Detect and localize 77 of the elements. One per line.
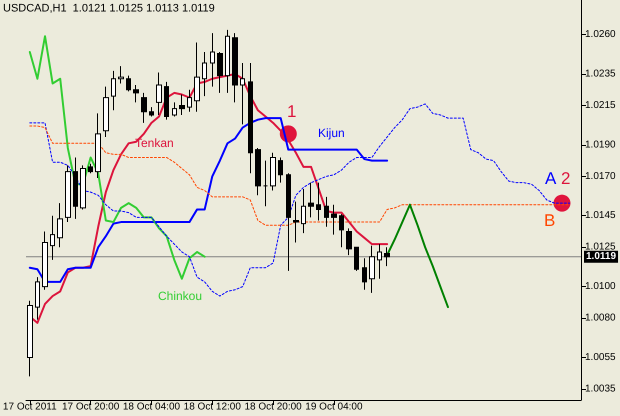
candlestick bbox=[172, 102, 177, 118]
candlestick bbox=[194, 42, 200, 112]
series-label: Tenkan bbox=[135, 136, 174, 150]
y-tick-label: 1.0055 bbox=[585, 352, 616, 363]
candlestick bbox=[331, 204, 337, 236]
candlestick bbox=[187, 89, 192, 112]
line-series bbox=[386, 204, 449, 308]
candlestick bbox=[240, 62, 245, 125]
y-tick-label: 1.0145 bbox=[585, 210, 616, 222]
candlestick bbox=[103, 86, 109, 138]
y-tick-label: 1.0190 bbox=[585, 139, 616, 150]
x-tick-label: 17 Oct 20:00 bbox=[62, 402, 120, 412]
series-label: A bbox=[545, 169, 557, 188]
candlestick bbox=[95, 112, 101, 178]
candlestick bbox=[263, 160, 268, 207]
y-tick-label: 1.0035 bbox=[585, 383, 616, 394]
candlestick bbox=[42, 230, 48, 290]
candlestick bbox=[133, 84, 139, 103]
y-tick-label: 1.0260 bbox=[585, 29, 616, 40]
candlestick bbox=[377, 244, 382, 280]
candlestick bbox=[149, 106, 154, 118]
series-label: Kijun bbox=[318, 126, 345, 140]
y-tick-label: 1.0100 bbox=[585, 281, 616, 292]
candlestick bbox=[65, 164, 71, 223]
x-tick-label: 18 Oct 20:00 bbox=[244, 402, 302, 412]
candlestick bbox=[164, 81, 169, 120]
candlestick bbox=[118, 66, 124, 84]
candlestick bbox=[35, 276, 40, 320]
candlestick bbox=[50, 215, 55, 260]
candlestick bbox=[202, 51, 207, 97]
candlestick bbox=[88, 163, 93, 174]
x-tick-label: 18 Oct 04:00 bbox=[122, 402, 181, 412]
candlestick bbox=[286, 172, 291, 272]
candlestick bbox=[316, 182, 321, 221]
candlestick bbox=[308, 182, 314, 218]
x-tick-label: 17 Oct 2011 bbox=[2, 402, 58, 412]
candlestick bbox=[362, 258, 367, 290]
y-tick-label: 1.0170 bbox=[585, 170, 616, 182]
candlestick bbox=[73, 156, 78, 220]
y-tick-label: 1.0080 bbox=[585, 312, 616, 324]
candlestick bbox=[248, 62, 253, 174]
y-tick-label: 1.0125 bbox=[585, 242, 616, 253]
candlestick bbox=[126, 75, 131, 92]
candlestick bbox=[346, 228, 352, 256]
candlestick bbox=[293, 201, 299, 244]
y-tick-label: 1.0235 bbox=[585, 68, 616, 80]
annotation: 1 bbox=[287, 102, 296, 121]
series-label: B bbox=[544, 211, 556, 230]
candlestick bbox=[255, 148, 261, 196]
candlestick bbox=[217, 51, 223, 94]
candlestick bbox=[111, 70, 116, 111]
ref-line-label: 1.0119 bbox=[586, 251, 616, 262]
chart-title: USDCAD,H1 1.0121 1.0125 1.0113 1.0119 bbox=[3, 2, 215, 14]
line-series bbox=[29, 125, 570, 226]
candlestick bbox=[57, 202, 63, 248]
x-tick-label: 19 Oct 04:00 bbox=[305, 402, 363, 412]
candlestick bbox=[27, 300, 33, 377]
candlestick bbox=[232, 32, 238, 103]
candlestick bbox=[80, 164, 86, 210]
candlestick bbox=[339, 214, 344, 248]
y-tick-label: 1.0215 bbox=[585, 100, 616, 112]
candlestick bbox=[384, 246, 390, 267]
candlestick bbox=[225, 29, 230, 94]
series-label: Chinkou bbox=[158, 289, 202, 303]
candlestick bbox=[369, 245, 375, 294]
candlestick bbox=[270, 152, 276, 192]
annotation: 2 bbox=[561, 169, 570, 188]
candlestick bbox=[141, 92, 147, 124]
candlestick bbox=[210, 32, 215, 88]
x-tick-label: 18 Oct 12:00 bbox=[184, 402, 242, 412]
line-series bbox=[28, 35, 206, 280]
candlestick bbox=[324, 196, 329, 228]
candlestick bbox=[301, 188, 306, 234]
candlestick bbox=[179, 94, 185, 116]
candlestick bbox=[354, 246, 359, 272]
candlestick bbox=[156, 72, 162, 116]
candlestick bbox=[278, 156, 283, 184]
